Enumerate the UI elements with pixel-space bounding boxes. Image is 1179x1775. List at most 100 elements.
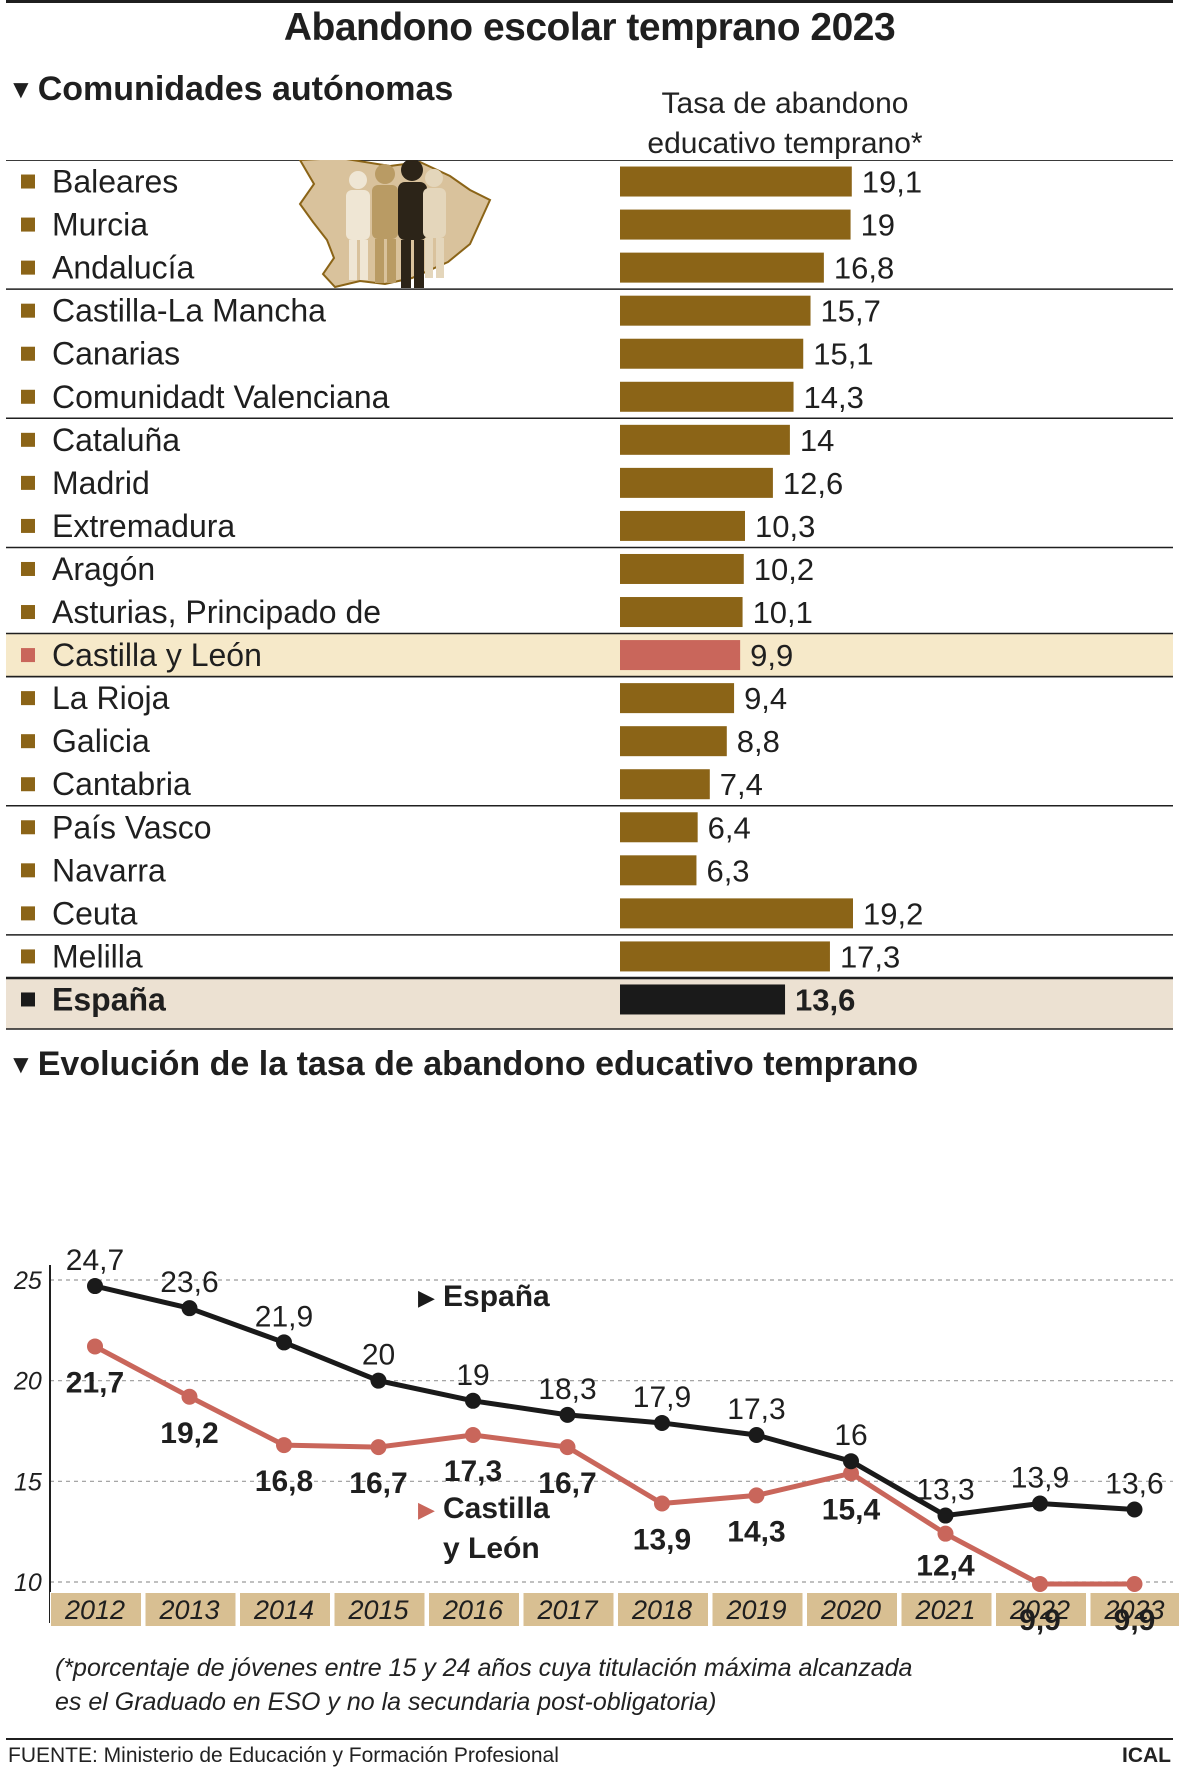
- category-label: Galicia: [52, 723, 150, 759]
- bar: [620, 855, 697, 886]
- total-row-background: [6, 977, 1173, 1029]
- bar-value-label: 16,8: [834, 251, 894, 286]
- footer-rule: [6, 1738, 1173, 1740]
- section-heading-communities-label: Comunidades autónomas: [37, 70, 454, 108]
- bar-value-label: 9,9: [750, 638, 793, 673]
- data-label-espana: 16: [834, 1419, 867, 1452]
- x-tick-cell: [145, 1593, 236, 1626]
- legend-label-castilla-y-leon-line2: y León: [443, 1532, 540, 1565]
- data-point: [181, 1388, 198, 1405]
- x-tick-cell: [334, 1593, 425, 1626]
- data-point: [370, 1439, 387, 1456]
- data-point: [465, 1392, 481, 1409]
- row-marker-square: [21, 605, 35, 620]
- category-label: Castilla y León: [52, 637, 262, 673]
- bar-value-label: 17,3: [840, 939, 900, 974]
- legend-triangle-icon: ▶: [418, 1286, 435, 1311]
- category-label: Baleares: [52, 164, 178, 200]
- data-label-castilla-y-leon: 19,2: [160, 1417, 218, 1450]
- row-marker-square: [21, 432, 35, 447]
- row-marker-square: [21, 992, 35, 1007]
- data-label-castilla-y-leon: 15,4: [822, 1493, 881, 1526]
- y-tick-label: 10: [14, 1569, 42, 1597]
- data-point: [465, 1427, 481, 1444]
- bar-value-label: 19,1: [862, 165, 922, 200]
- data-point: [559, 1406, 576, 1423]
- bar: [620, 553, 744, 584]
- x-tick-cell: [901, 1593, 992, 1626]
- x-tick-label: 2021: [914, 1595, 975, 1625]
- data-point: [87, 1338, 103, 1355]
- data-point: [276, 1334, 292, 1351]
- data-label-castilla-y-leon: 9,9: [1019, 1604, 1061, 1637]
- data-point: [87, 1278, 103, 1295]
- credit-text: ICAL: [1122, 1744, 1171, 1767]
- x-tick-label: 2023: [1103, 1595, 1164, 1625]
- bar-value-label: 7,4: [720, 767, 763, 802]
- bar: [620, 941, 830, 972]
- bar-value-label: 13,6: [795, 982, 855, 1017]
- bar: [620, 984, 786, 1015]
- x-tick-cell: [429, 1593, 519, 1626]
- data-point: [654, 1495, 670, 1512]
- data-label-espana: 13,6: [1105, 1468, 1163, 1501]
- category-label: Asturias, Principado de: [52, 594, 381, 630]
- bar-value-label: 9,4: [744, 681, 787, 716]
- category-label: España: [52, 981, 166, 1017]
- category-label: Extremadura: [52, 508, 235, 544]
- x-tick-label: 2012: [64, 1595, 125, 1625]
- x-tick-label: 2014: [253, 1595, 314, 1625]
- bar-value-label: 6,3: [706, 853, 749, 888]
- x-tick-cell: [1090, 1593, 1179, 1626]
- legend-label-espana: España: [443, 1280, 550, 1313]
- row-marker-square: [21, 518, 35, 533]
- x-tick-label: 2015: [347, 1595, 409, 1625]
- x-tick-cell: [712, 1593, 803, 1626]
- x-tick-label: 2022: [1009, 1595, 1070, 1625]
- data-label-espana: 20: [362, 1339, 395, 1372]
- row-marker-square: [21, 648, 35, 663]
- bar-value-label: 10,3: [755, 509, 815, 544]
- data-label-espana: 13,9: [1011, 1461, 1069, 1494]
- x-tick-label: 2013: [158, 1595, 219, 1625]
- bar: [620, 510, 745, 541]
- category-label: Melilla: [52, 938, 143, 974]
- row-marker-square: [21, 260, 35, 275]
- bar: [620, 898, 853, 929]
- bar: [620, 209, 851, 240]
- rate-axis-header: Tasa de abandono educativo temprano*: [610, 84, 960, 164]
- category-label: Aragón: [52, 551, 155, 587]
- map-illustration-icon: [298, 160, 492, 289]
- x-tick-cell: [240, 1593, 330, 1626]
- top-rule: [6, 0, 1173, 3]
- x-tick-label: 2017: [536, 1595, 598, 1625]
- category-label: Cataluña: [52, 422, 180, 458]
- data-label-castilla-y-leon: 13,9: [633, 1523, 691, 1556]
- bar-value-label: 6,4: [708, 810, 751, 845]
- category-label: Cantabria: [52, 766, 191, 802]
- bar-value-label: 15,7: [821, 294, 881, 329]
- y-tick-label: 15: [14, 1468, 42, 1496]
- row-marker-square: [21, 389, 35, 404]
- bar-value-label: 10,1: [753, 595, 813, 630]
- row-marker-square: [21, 475, 35, 490]
- y-tick-label: 20: [13, 1368, 42, 1396]
- x-tick-label: 2018: [631, 1595, 692, 1625]
- data-point: [843, 1465, 859, 1482]
- row-marker-square: [21, 863, 35, 878]
- category-label: La Rioja: [52, 680, 170, 716]
- footnote: (*porcentaje de jóvenes entre 15 y 24 añ…: [55, 1651, 912, 1719]
- category-label: Canarias: [52, 336, 180, 372]
- bar-value-label: 12,6: [783, 466, 843, 501]
- series-line-espana: [94, 1283, 1135, 1519]
- bar: [620, 726, 727, 757]
- data-label-castilla-y-leon: 16,7: [349, 1467, 407, 1500]
- data-label-espana: 13,3: [916, 1474, 974, 1507]
- bar-chart: Baleares 19,1 Murcia 19 Andalucía 16,8 Castill…: [6, 160, 1173, 1030]
- data-label-castilla-y-leon: 14,3: [727, 1515, 785, 1548]
- row-marker-square: [21, 691, 35, 706]
- category-label: País Vasco: [52, 809, 211, 845]
- row-marker-square: [21, 734, 35, 749]
- x-tick-label: 2020: [820, 1595, 881, 1625]
